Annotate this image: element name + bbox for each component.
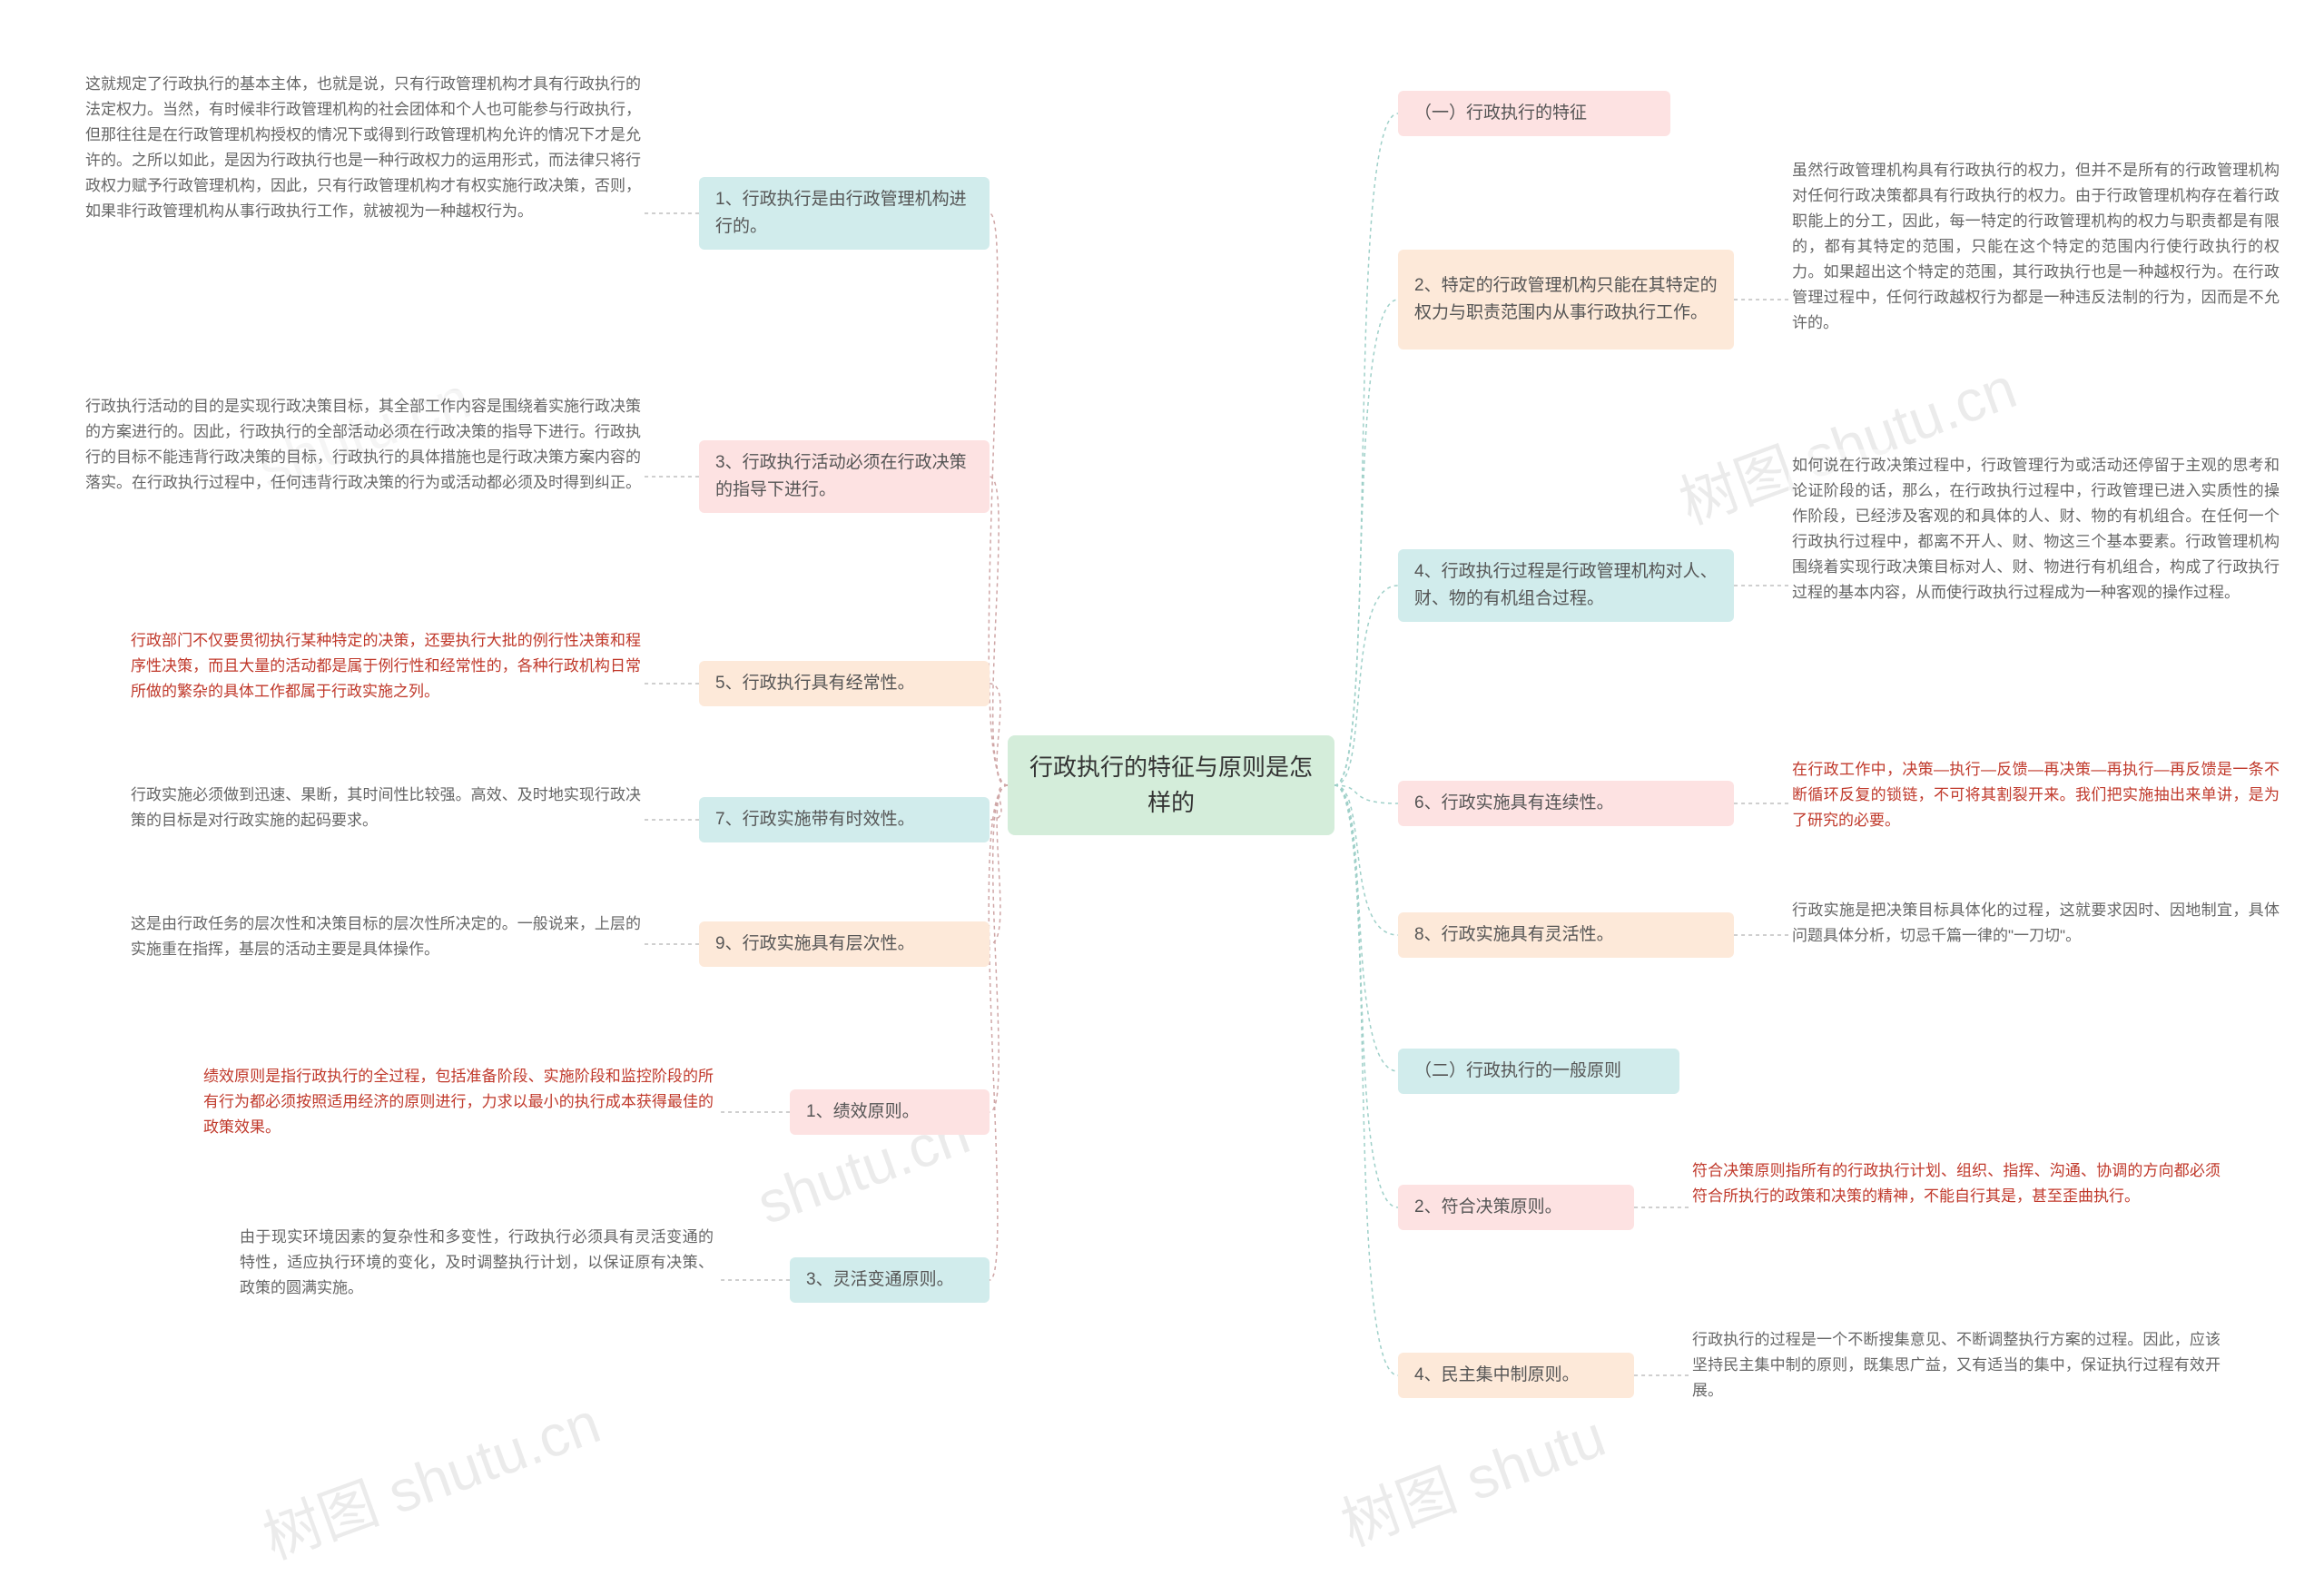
desc-r4: 如何说在行政决策过程中，行政管理行为或活动还停留于主观的思考和论证阶段的话，那么… <box>1788 449 2283 609</box>
desc-r8: 行政实施是把决策目标具体化的过程，这就要求因时、因地制宜，具体问题具体分析，切忌… <box>1788 894 2283 952</box>
desc-r2: 虽然行政管理机构具有行政执行的权力，但并不是所有的行政管理机构对任何行政决策都具… <box>1788 154 2283 340</box>
node-lp1: 1、绩效原则。 <box>790 1089 990 1135</box>
desc-l1: 这就规定了行政执行的基本主体，也就是说，只有行政管理机构才具有行政执行的法定权力… <box>82 68 645 228</box>
desc-l5: 行政部门不仅要贯彻执行某种特定的决策，还要执行大批的例行性决策和程序性决策，而且… <box>127 625 645 708</box>
node-r8: 8、行政实施具有灵活性。 <box>1398 912 1734 958</box>
desc-l7: 行政实施必须做到迅速、果断，其时间性比较强。高效、及时地实现行政决策的目标是对行… <box>127 779 645 837</box>
node-l7: 7、行政实施带有时效性。 <box>699 797 990 842</box>
node-r4: 4、行政执行过程是行政管理机构对人、财、物的有机组合过程。 <box>1398 549 1734 622</box>
node-l3: 3、行政执行活动必须在行政决策的指导下进行。 <box>699 440 990 513</box>
desc-l3: 行政执行活动的目的是实现行政决策目标，其全部工作内容是围绕着实施行政决策的方案进… <box>82 390 645 499</box>
node-lp3: 3、灵活变通原则。 <box>790 1257 990 1303</box>
node-rh1: （一）行政执行的特征 <box>1398 91 1670 136</box>
watermark: 树图 shutu.cn <box>251 1376 610 1575</box>
node-r6: 6、行政实施具有连续性。 <box>1398 781 1734 826</box>
center-node: 行政执行的特征与原则是怎样的 <box>1008 735 1334 835</box>
mindmap-container: shutu.cn 树图 shutu.cn shutu.cn 树图 shutu.c… <box>0 0 2324 1558</box>
node-l9: 9、行政实施具有层次性。 <box>699 921 990 967</box>
node-r2: 2、特定的行政管理机构只能在其特定的权力与职责范围内从事行政执行工作。 <box>1398 250 1734 350</box>
node-l1: 1、行政执行是由行政管理机构进行的。 <box>699 177 990 250</box>
desc-r6: 在行政工作中，决策—执行—反馈—再决策—再执行—再反馈是一条不断循环反复的锁链，… <box>1788 754 2283 837</box>
desc-lp3: 由于现实环境因素的复杂性和多变性，行政执行必须具有灵活变通的特性，适应执行环境的… <box>236 1221 717 1305</box>
desc-rp4: 行政执行的过程是一个不断搜集意见、不断调整执行方案的过程。因此，应该坚持民主集中… <box>1689 1324 2224 1407</box>
desc-lp1: 绩效原则是指行政执行的全过程，包括准备阶段、实施阶段和监控阶段的所有行为都必须按… <box>200 1060 717 1144</box>
node-rh2: （二）行政执行的一般原则 <box>1398 1049 1679 1094</box>
node-rp4: 4、民主集中制原则。 <box>1398 1353 1634 1398</box>
node-l5: 5、行政执行具有经常性。 <box>699 661 990 706</box>
watermark: 树图 shutu <box>1328 1390 1615 1562</box>
node-rp2: 2、符合决策原则。 <box>1398 1185 1634 1230</box>
desc-rp2: 符合决策原则指所有的行政执行计划、组织、指挥、沟通、协调的方向都必须符合所执行的… <box>1689 1155 2224 1213</box>
desc-l9: 这是由行政任务的层次性和决策目标的层次性所决定的。一般说来，上层的实施重在指挥，… <box>127 908 645 966</box>
